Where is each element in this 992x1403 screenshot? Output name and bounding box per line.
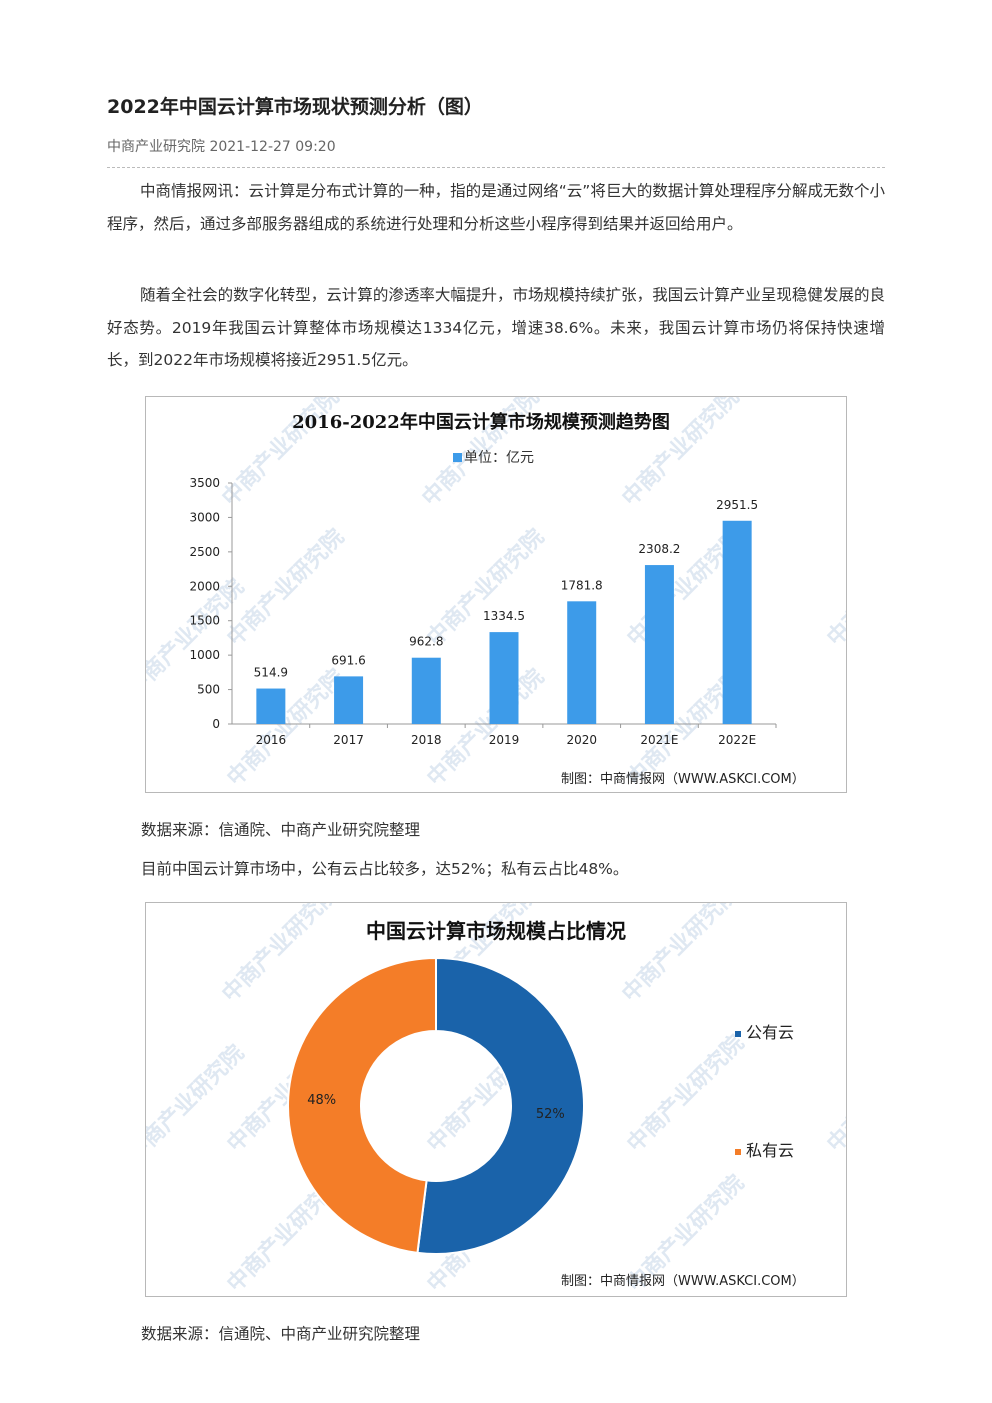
divider [107, 167, 885, 168]
watermark-text: 中商产业研究院 [217, 903, 344, 1007]
bar-marks: 514.9 691.6 962.8 1334.5 1781.8 2308.2 2951.5 [254, 498, 758, 724]
paragraph-intro: 中商情报网讯：云计算是分布式计算的一种，指的是通过网络“云”将巨大的数据计算处理… [107, 182, 885, 233]
bar-axes: 0 500 1000 1500 2000 2500 3000 3500 2016 2017 2018… [189, 476, 777, 747]
donut-slice-label: 48% [307, 1093, 336, 1108]
x-tick-label: 2016 [256, 733, 287, 747]
donut-slice [287, 956, 437, 1254]
bar-chart-figure: 中商产业研究院 中商产业研究院 中商产业研究院 中商产业研究院 中商产业研究院 中商产业研… [145, 396, 847, 793]
source-note-1: 数据来源：信通院、中商产业研究院整理 [141, 821, 421, 839]
y-tick-label: 3500 [189, 476, 220, 490]
donut-chart-credit: 制图：中商情报网（WWW.ASKCI.COM） [561, 1274, 805, 1289]
x-tick-label: 2021E [640, 733, 678, 747]
article-meta: 中商产业研究院 2021-12-27 09:20 [107, 139, 336, 155]
bar [256, 688, 286, 724]
x-tick-label: 2018 [411, 733, 442, 747]
watermark-text: 中商产业研究院 [617, 903, 744, 1007]
y-tick-label: 500 [197, 683, 220, 697]
bar [644, 565, 674, 724]
x-tick-label: 2022E [718, 733, 756, 747]
watermark-text: 中商产业研究院 [622, 1030, 749, 1157]
legend-swatch [735, 1149, 741, 1155]
y-tick-label: 1000 [189, 648, 220, 662]
source-note-2: 数据来源：信通院、中商产业研究院整理 [141, 1325, 421, 1343]
donut-marks: 52% 48% [287, 956, 585, 1255]
watermark-text: 中商产业研究院 [422, 524, 549, 651]
donut-slice [416, 956, 585, 1255]
watermark-text: 中商产业研究院 [422, 664, 549, 791]
bar [489, 632, 519, 724]
y-tick-label: 1500 [189, 614, 220, 628]
bar-value-label: 691.6 [331, 653, 365, 667]
y-tick-label: 2500 [189, 545, 220, 559]
bar-chart-credit: 制图：中商情报网（WWW.ASKCI.COM） [561, 772, 805, 787]
x-tick-label: 2020 [566, 733, 597, 747]
bar-value-label: 514.9 [254, 666, 288, 680]
legend-label: 私有云 [746, 1141, 794, 1160]
bar-value-label: 1334.5 [483, 609, 525, 623]
donut-chart-title: 中国云计算市场规模占比情况 [366, 919, 626, 943]
paragraph-market: 随着全社会的数字化转型，云计算的渗透率大幅提升，市场规模持续扩张，我国云计算产业… [107, 286, 885, 369]
bar-legend-swatch [453, 453, 462, 462]
donut-slice-label: 52% [536, 1107, 565, 1122]
bar-value-label: 2951.5 [716, 498, 758, 512]
bar [722, 520, 752, 724]
article-title: 2022年中国云计算市场现状预测分析（图） [107, 96, 483, 118]
bar [334, 676, 364, 724]
bar-value-label: 2308.2 [638, 542, 680, 556]
bar-chart-title: 2016-2022年中国云计算市场规模预测趋势图 [292, 411, 670, 433]
y-tick-label: 3000 [189, 510, 220, 524]
bar-value-label: 962.8 [409, 635, 443, 649]
watermark-text: 中商产业研究院 [822, 1030, 846, 1157]
x-tick-label: 2019 [489, 733, 520, 747]
bar [411, 657, 441, 724]
legend-swatch [735, 1031, 741, 1037]
donut-chart-figure: 中商产业研究院 中商产业研究院 中商产业研究院 中商产业研究院 中商产业研究院 中商产业研… [145, 902, 847, 1297]
y-tick-label: 0 [212, 717, 220, 731]
legend-label: 公有云 [746, 1023, 794, 1042]
paragraph-share: 目前中国云计算市场中，公有云占比较多，达52%；私有云占比48%。 [141, 860, 629, 878]
bar-value-label: 1781.8 [561, 578, 603, 592]
watermark-text: 中商产业研究院 [222, 664, 349, 791]
y-tick-label: 2000 [189, 579, 220, 593]
bar-legend-label: 单位：亿元 [464, 450, 534, 466]
x-tick-label: 2017 [333, 733, 364, 747]
watermark-text: 中商产业研究院 [822, 524, 846, 651]
bar [567, 601, 597, 724]
